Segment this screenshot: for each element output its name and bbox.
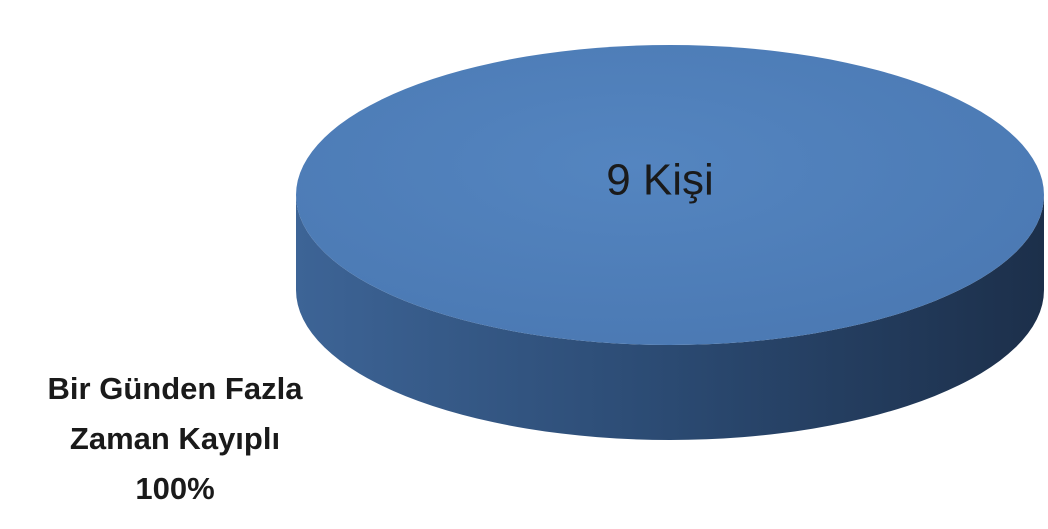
percent-label: 100% [135,471,215,506]
category-label: Bir Günden Fazla Zaman Kayıplı [47,371,303,456]
slice-side [296,195,1044,440]
slice [296,45,1044,345]
data-label: 9 Kişi [606,156,714,205]
